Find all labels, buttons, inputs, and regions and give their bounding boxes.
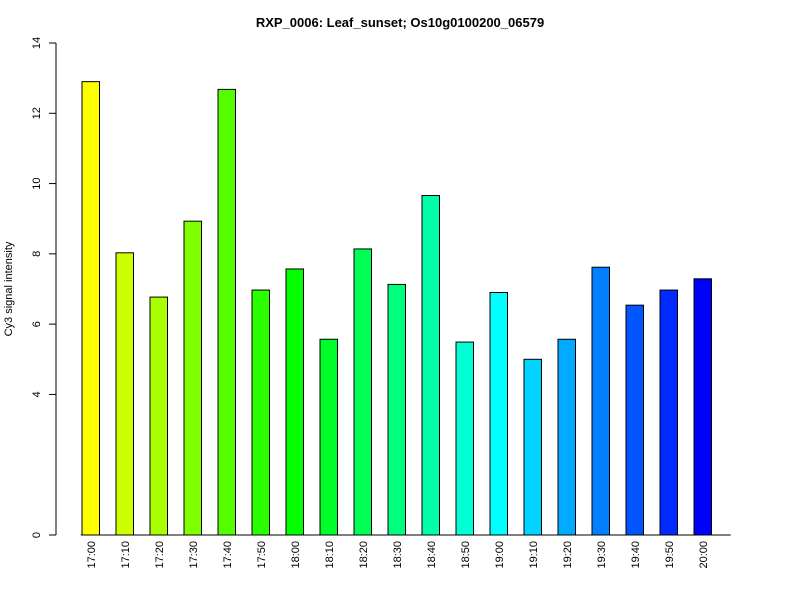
bar-1930 xyxy=(591,266,610,536)
bar-1840 xyxy=(421,195,440,536)
x-tick-label: 19:30 xyxy=(596,541,608,569)
y-tick-label: 8 xyxy=(31,251,43,257)
x-tick-label: 18:40 xyxy=(426,541,438,569)
bar-1900 xyxy=(489,292,508,536)
y-tick-label: 6 xyxy=(31,321,43,327)
x-axis: 17:00 17:10 17:20 17:30 17:40 17:50 18:00 18:10… xyxy=(80,534,731,569)
bar-1830 xyxy=(387,283,406,536)
bar-1850 xyxy=(455,341,474,536)
bar-1800 xyxy=(285,268,304,536)
bar-1700 xyxy=(81,81,100,536)
y-axis: 0 4 6 8 10 12 14 xyxy=(31,37,57,538)
bar-1720 xyxy=(149,296,168,536)
y-tick-label: 12 xyxy=(31,107,43,119)
x-tick-label: 18:50 xyxy=(460,541,472,569)
bar-1810 xyxy=(319,338,338,536)
x-tick-label: 18:00 xyxy=(290,541,302,569)
x-tick-label: 18:30 xyxy=(392,541,404,569)
bar-1730 xyxy=(183,220,202,536)
x-tick-label: 17:50 xyxy=(256,541,268,569)
bar-1920 xyxy=(557,338,576,536)
bar-series xyxy=(81,81,712,536)
bar-1710 xyxy=(115,252,134,536)
bar-1910 xyxy=(523,358,542,536)
x-tick-label: 17:40 xyxy=(222,541,234,569)
x-tick-label: 18:10 xyxy=(324,541,336,569)
bar-1940 xyxy=(625,304,644,536)
chart-title: RXP_0006: Leaf_sunset; Os10g0100200_0657… xyxy=(256,15,544,30)
y-tick-label: 4 xyxy=(31,391,43,397)
x-tick-label: 19:20 xyxy=(562,541,574,569)
x-tick-label: 17:30 xyxy=(188,541,200,569)
x-tick-label: 19:10 xyxy=(528,541,540,569)
x-tick-label: 17:00 xyxy=(86,541,98,569)
bar-1950 xyxy=(659,289,678,536)
bar-2000 xyxy=(693,278,712,536)
x-tick-label: 19:50 xyxy=(664,541,676,569)
bar-1740 xyxy=(217,88,236,536)
bar-1750 xyxy=(251,289,270,536)
x-tick-label: 18:20 xyxy=(358,541,370,569)
y-tick-label: 10 xyxy=(31,177,43,189)
y-axis-label: Cy3 signal intensity xyxy=(3,241,15,336)
x-tick-label: 20:00 xyxy=(698,541,710,569)
x-tick-label: 17:20 xyxy=(154,541,166,569)
x-tick-label: 19:40 xyxy=(630,541,642,569)
x-tick-label: 19:00 xyxy=(494,541,506,569)
y-tick-label: 14 xyxy=(31,37,43,49)
y-tick-label: 0 xyxy=(31,532,43,538)
x-tick-label: 17:10 xyxy=(120,541,132,569)
bar-1820 xyxy=(353,248,372,536)
